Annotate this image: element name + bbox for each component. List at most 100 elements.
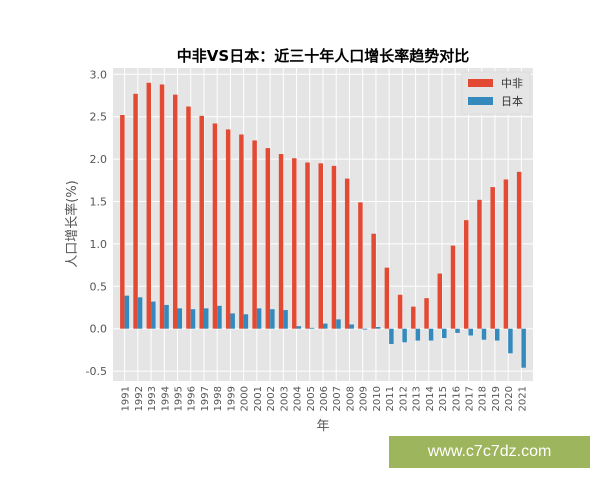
x-tick-label: 2017 [464,386,475,411]
bar-china-2000 [239,134,244,329]
bar-china-2002 [265,148,271,329]
bar-japan-2015 [442,328,447,339]
bar-japan-2019 [494,328,500,341]
y-tick-label: 0.5 [90,280,108,293]
legend-swatch-china [468,79,493,87]
bar-china-2012 [397,294,403,329]
bar-japan-1996 [190,309,196,329]
bar-japan-2020 [508,328,513,354]
bar-japan-2005 [309,327,315,329]
bar-china-1995 [173,94,178,329]
bar-china-1996 [186,106,191,329]
bar-japan-1999 [230,313,235,329]
x-tick-label: 1992 [134,386,145,411]
legend-swatch-japan [468,97,493,105]
bar-china-1993 [146,82,152,329]
x-tick-label: 1997 [200,386,211,411]
bar-china-2007 [331,165,337,329]
bar-japan-2021 [521,328,526,368]
bar-china-2001 [252,140,257,329]
bar-china-2014 [424,298,429,329]
x-tick-label: 2007 [332,386,343,411]
bar-china-2017 [463,220,469,329]
bar-china-2011 [384,267,390,329]
bar-japan-2008 [349,324,354,329]
bar-japan-2013 [415,328,421,341]
x-tick-label: 2020 [504,386,515,411]
bar-china-2010 [371,233,376,329]
x-tick-label: 1991 [121,386,132,411]
bar-japan-2014 [428,328,434,341]
bar-japan-2009 [362,328,368,330]
bar-japan-1992 [137,297,143,329]
y-tick-label: 1.5 [90,196,108,209]
bar-china-2004 [292,158,297,329]
bar-japan-1997 [203,308,209,329]
bar-japan-2000 [243,314,249,329]
y-tick-label: 2.5 [90,111,108,124]
bar-china-1999 [225,129,231,329]
bar-china-2008 [344,178,350,329]
x-tick-label: 2018 [478,386,489,411]
bar-china-1997 [199,115,204,329]
x-tick-label: 1995 [174,386,185,411]
bar-japan-2006 [323,323,328,329]
x-tick-label: 2021 [517,386,528,411]
x-tick-label: 2016 [451,386,462,411]
x-tick-label: 1996 [187,386,198,411]
y-tick-label: 1.0 [90,238,108,251]
bar-japan-1994 [164,304,169,329]
x-tick-label: 2006 [319,386,330,411]
legend-label-china: 中非 [501,77,523,90]
bar-japan-1998 [217,305,222,329]
bar-japan-2012 [402,328,407,343]
bar-japan-2011 [389,328,394,344]
x-tick-label: 2003 [279,386,290,411]
bar-china-2009 [358,202,363,329]
bar-china-2013 [411,306,416,329]
x-tick-label: 2002 [266,386,277,411]
x-tick-label: 1998 [213,386,224,411]
bar-china-2019 [490,187,495,329]
x-tick-label: 2001 [253,386,264,411]
x-tick-label: 1994 [160,386,171,411]
x-tick-label: 2009 [359,386,370,411]
y-tick-label: -0.5 [86,365,107,378]
bar-japan-2010 [375,327,381,329]
bar-china-2003 [278,154,284,329]
x-tick-label: 2010 [372,386,383,411]
y-axis-label: 人口增长率(%) [64,180,80,268]
bar-china-2020 [503,179,509,329]
bar-japan-2001 [256,308,262,329]
legend: 中非 日本 [461,71,531,115]
bar-japan-2002 [270,309,275,329]
bar-japan-1991 [124,295,130,329]
bar-china-1992 [133,93,138,329]
chart-title: 中非VS日本：近三十年人口增长率趋势对比 [177,47,469,65]
bar-japan-2017 [468,328,473,336]
bar-china-2015 [437,273,443,329]
x-tick-label: 2012 [398,386,409,411]
bar-china-2021 [516,171,522,329]
x-tick-label: 2015 [438,386,449,411]
bar-china-1998 [212,123,218,329]
bar-japan-2004 [296,326,302,329]
bar-china-2005 [305,162,310,329]
bar-china-2006 [318,163,323,329]
legend-label-japan: 日本 [501,94,523,108]
y-tick-label: 0.0 [90,323,108,336]
bar-japan-2016 [455,328,460,333]
x-tick-label: 2019 [491,386,502,411]
x-tick-label: 2004 [293,386,304,411]
bar-china-1991 [120,115,125,329]
x-tick-label: 2013 [412,386,423,411]
x-axis-label: 年 [316,419,329,434]
x-tick-label: 2014 [425,386,436,411]
bar-japan-1993 [151,301,156,329]
bar-japan-2018 [481,328,487,340]
y-tick-label: 3.0 [90,68,108,81]
bar-china-2018 [477,199,482,329]
watermark: www.c7c7dz.com [389,436,590,468]
x-tick-label: 1993 [147,386,158,411]
